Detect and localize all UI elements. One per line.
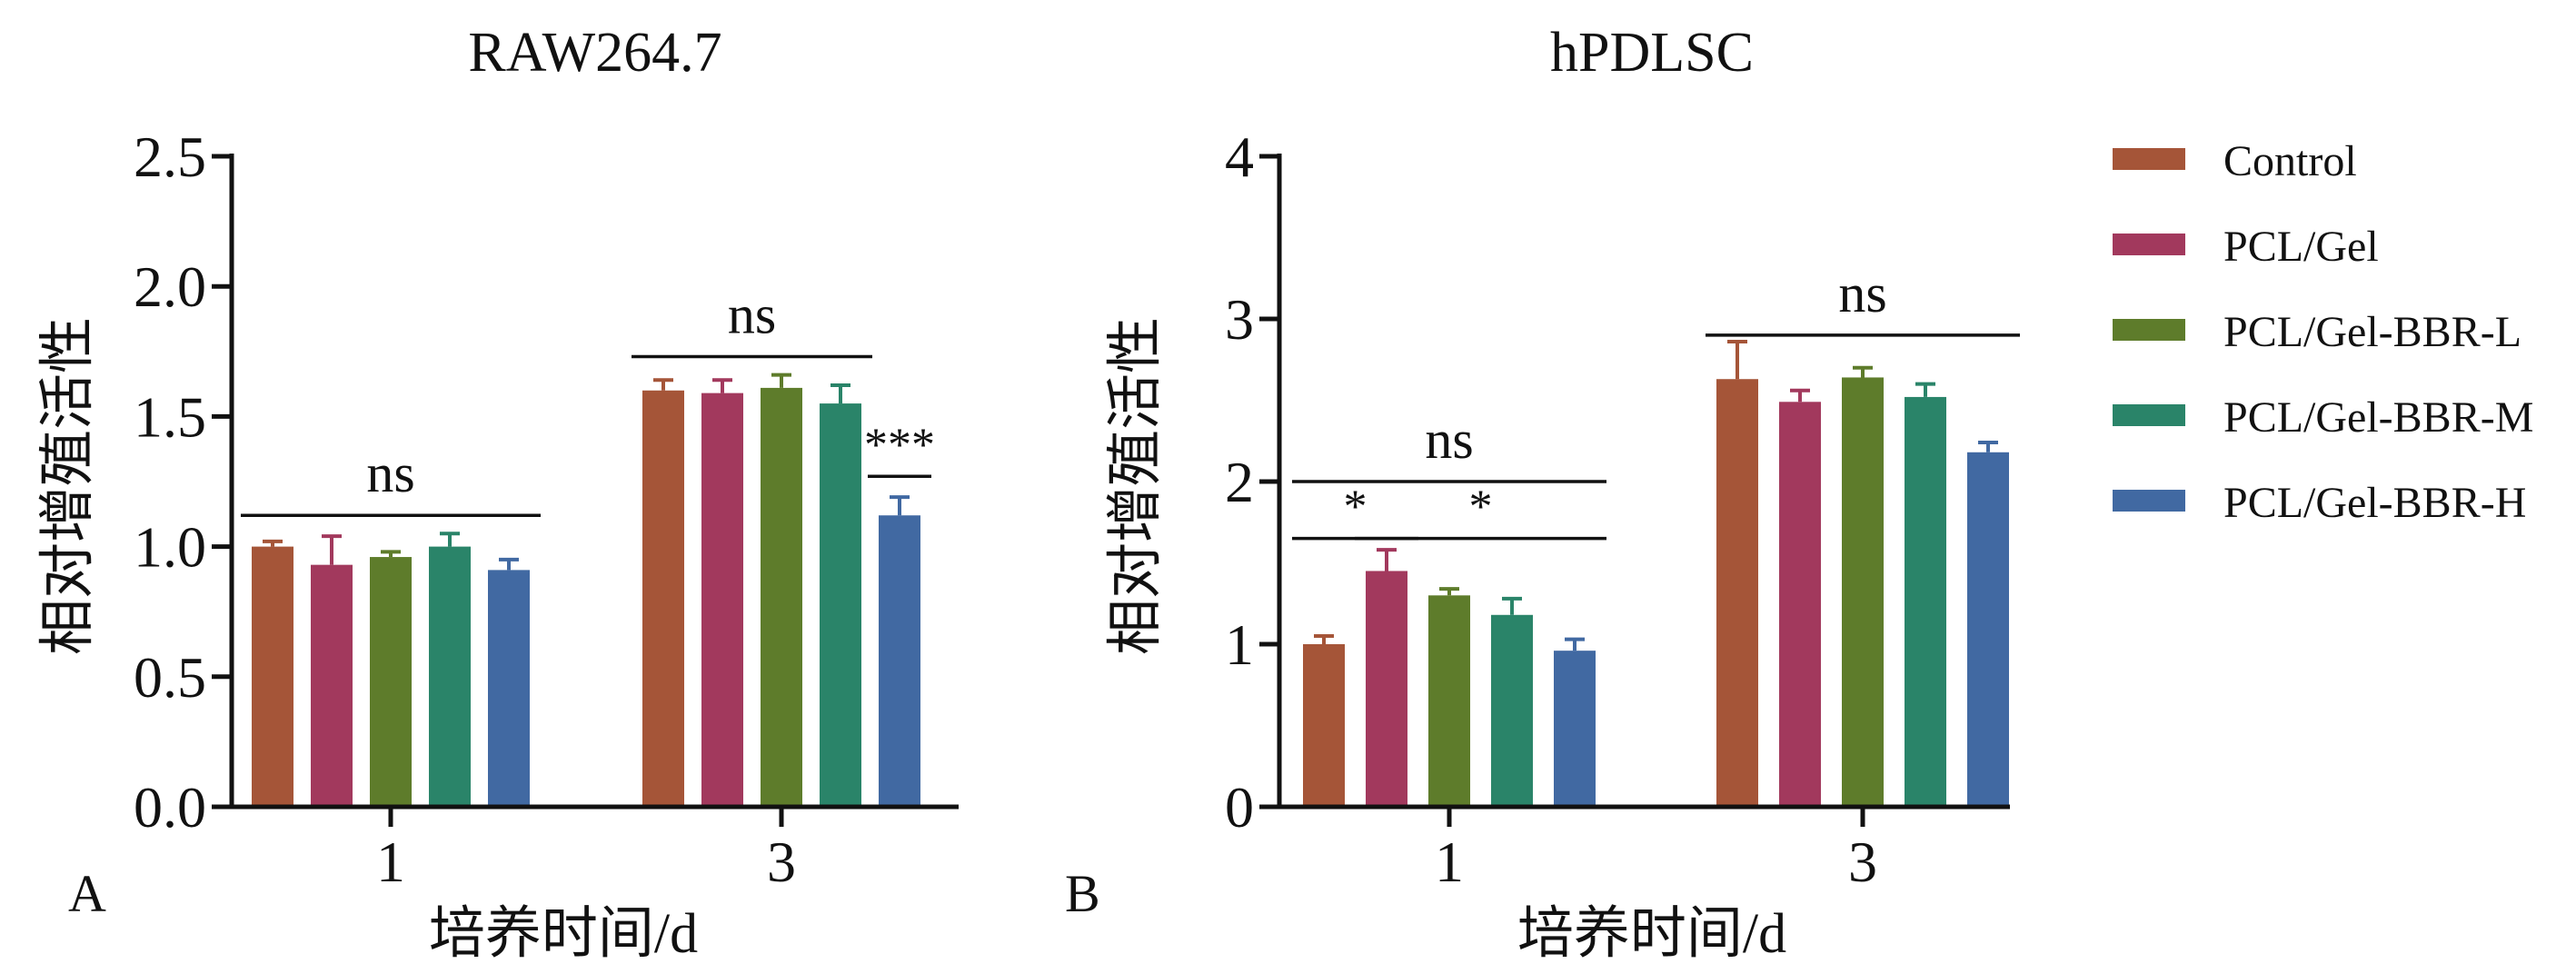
legend-swatch xyxy=(2113,319,2185,341)
bar xyxy=(642,390,684,807)
bar xyxy=(1428,595,1470,807)
legend-label: PCL/Gel-BBR-M xyxy=(2223,393,2533,442)
bar xyxy=(1554,651,1596,807)
y-tick-label: 3 xyxy=(1225,287,1254,352)
y-tick-label: 0.0 xyxy=(134,775,206,840)
error-bar xyxy=(653,378,673,391)
bar xyxy=(1491,614,1533,807)
x-axis-label: 培养时间/d xyxy=(1517,903,1786,965)
error-bar xyxy=(1502,596,1522,615)
y-tick-label: 1.5 xyxy=(134,384,206,449)
panel-label: B xyxy=(1065,864,1100,923)
x-axis-label: 培养时间/d xyxy=(429,903,698,965)
bar xyxy=(761,387,802,807)
y-tick-label: 1.0 xyxy=(134,515,206,580)
bar xyxy=(1303,644,1345,807)
bar xyxy=(311,564,353,807)
y-tick-label: 0 xyxy=(1225,775,1254,840)
plot-marks: 0.0 0.5 1.0 1.5 2.0 2.5 1 3 ns ns *** xyxy=(134,124,959,894)
error-bar xyxy=(890,495,910,516)
legend-label: PCL/Gel-BBR-H xyxy=(2223,479,2526,527)
error-bar xyxy=(1727,340,1747,380)
error-bar xyxy=(1978,441,1998,452)
error-bar xyxy=(1853,365,1873,378)
x-tick-label: 3 xyxy=(1848,830,1877,894)
legend-swatch xyxy=(2113,148,2185,170)
plot-marks: 0 1 2 3 4 1 3 ns * * ns xyxy=(1225,124,2020,894)
y-tick-label: 2.5 xyxy=(134,124,206,189)
significance-label: ns xyxy=(1838,263,1886,323)
bar xyxy=(1779,402,1821,807)
bar xyxy=(252,546,293,807)
legend-swatch xyxy=(2113,490,2185,512)
error-bar xyxy=(712,378,732,393)
bar xyxy=(1842,377,1884,807)
error-bar xyxy=(499,557,519,571)
error-bar xyxy=(771,373,791,388)
y-tick-label: 2.0 xyxy=(134,254,206,319)
chart-title: RAW264.7 xyxy=(468,22,721,84)
bar xyxy=(1905,396,1946,807)
x-tick-label: 1 xyxy=(376,830,405,894)
y-axis-label: 相对增殖活性 xyxy=(37,317,99,655)
error-bar xyxy=(381,550,401,558)
significance-label: *** xyxy=(864,419,935,471)
panel-b: hPDLSC 相对增殖活性 培养时间/d B 0 1 2 3 4 1 3 ns * * ns xyxy=(1065,22,2020,965)
legend-label: Control xyxy=(2223,137,2357,185)
y-axis-label: 相对增殖活性 xyxy=(1105,317,1167,655)
significance-label: ns xyxy=(366,443,414,503)
bar xyxy=(701,393,743,807)
bar xyxy=(1716,379,1758,807)
error-bar xyxy=(263,539,283,547)
error-bar xyxy=(1790,388,1810,403)
panel-label: A xyxy=(68,864,106,923)
chart-title: hPDLSC xyxy=(1550,22,1754,84)
bar xyxy=(879,515,920,807)
y-tick-label: 2 xyxy=(1225,450,1254,514)
legend-swatch xyxy=(2113,234,2185,255)
significance-label: ns xyxy=(1425,410,1473,470)
panel-a: RAW264.7 相对增殖活性 培养时间/d A 0.0 0.5 1.0 1.5 2.0… xyxy=(37,22,959,965)
error-bar xyxy=(1377,548,1397,571)
error-bar xyxy=(1439,587,1459,596)
y-tick-label: 1 xyxy=(1225,612,1254,677)
bar xyxy=(820,403,861,807)
y-tick-label: 0.5 xyxy=(134,645,206,710)
bar xyxy=(429,546,471,807)
bar xyxy=(488,570,530,807)
legend-label: PCL/Gel-BBR-L xyxy=(2223,308,2521,356)
legend-label: PCL/Gel xyxy=(2223,223,2379,271)
error-bar xyxy=(440,532,460,547)
error-bar xyxy=(830,383,850,404)
error-bar xyxy=(322,534,342,565)
error-bar xyxy=(1565,637,1585,651)
x-tick-label: 3 xyxy=(767,830,796,894)
legend: Control PCL/Gel PCL/Gel-BBR-L PCL/Gel-BBR-M… xyxy=(2113,137,2533,527)
bar xyxy=(370,557,412,807)
x-tick-label: 1 xyxy=(1435,830,1464,894)
error-bar xyxy=(1314,634,1334,644)
significance-label: * xyxy=(1469,482,1493,533)
significance-label: * xyxy=(1344,482,1368,533)
significance-label: ns xyxy=(728,285,776,345)
y-tick-label: 4 xyxy=(1225,124,1254,189)
legend-swatch xyxy=(2113,404,2185,426)
bar xyxy=(1967,452,2009,807)
error-bar xyxy=(1915,382,1935,397)
bar xyxy=(1366,571,1407,807)
